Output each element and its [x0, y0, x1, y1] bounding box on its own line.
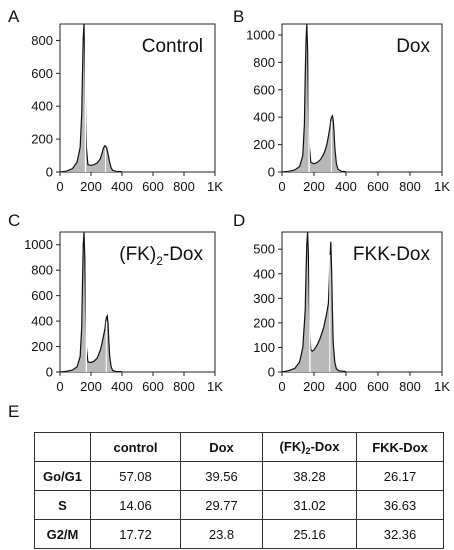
- plot-title-d: FKK-Dox: [353, 244, 431, 265]
- plot-title-b: Dox: [396, 36, 430, 57]
- table-header-dox: Dox: [180, 432, 263, 462]
- y-tick-label-d: 200: [253, 315, 275, 330]
- histogram-line-d: [281, 231, 347, 373]
- y-tick-label-b: 400: [253, 110, 275, 125]
- table-cell: 23.8: [180, 519, 263, 549]
- cell-cycle-table: control Dox (FK)2-Dox FKK-Dox Go/G1 57.0…: [34, 432, 444, 549]
- y-tick-label-a: 200: [31, 132, 53, 147]
- y-tick-label-d: 500: [253, 242, 275, 257]
- x-tick-label-c: 0: [56, 379, 63, 394]
- x-tick-label-b: 1K: [434, 179, 450, 194]
- y-tick-label-c: 400: [31, 314, 53, 329]
- x-tick-label-b: 200: [303, 179, 325, 194]
- row-label: G2/M: [34, 519, 91, 549]
- y-tick-label-a: 400: [31, 99, 53, 114]
- x-tick-label-d: 200: [303, 379, 325, 394]
- y-tick-label-c: 0: [46, 365, 53, 380]
- panel-label-b: B: [233, 7, 244, 26]
- table-row: G2/M 17.72 23.8 25.16 32.36: [34, 519, 444, 549]
- panel-label-c: C: [8, 211, 20, 230]
- table-cell: 17.72: [90, 519, 181, 549]
- y-tick-label-c: 1000: [24, 237, 53, 252]
- x-tick-label-a: 1K: [207, 179, 223, 194]
- table-cell: 57.08: [90, 461, 181, 491]
- y-tick-label-b: 0: [268, 165, 275, 180]
- table-cell: 29.77: [180, 490, 263, 520]
- y-tick-label-b: 800: [253, 55, 275, 70]
- histogram-line-a: [59, 23, 123, 173]
- y-tick-label-c: 800: [31, 263, 53, 278]
- x-tick-label-d: 600: [367, 379, 389, 394]
- histogram-line-c: [59, 231, 123, 373]
- x-tick-label-d: 0: [278, 379, 285, 394]
- table-cell: 38.28: [262, 461, 357, 491]
- table-header-fkk-dox: FKK-Dox: [356, 432, 444, 462]
- histogram-line-b: [281, 23, 347, 173]
- x-tick-label-d: 400: [335, 379, 357, 394]
- plot-title-c: (FK)2-Dox: [119, 244, 203, 268]
- table-cell: 25.16: [262, 519, 357, 549]
- table-header-row: control Dox (FK)2-Dox FKK-Dox: [34, 432, 444, 462]
- x-tick-label-b: 600: [367, 179, 389, 194]
- x-tick-label-a: 0: [56, 179, 63, 194]
- y-tick-label-a: 600: [31, 66, 53, 81]
- y-tick-label-a: 800: [31, 33, 53, 48]
- x-tick-label-a: 800: [173, 179, 195, 194]
- table-cell: 36.63: [356, 490, 444, 520]
- y-tick-label-d: 100: [253, 340, 275, 355]
- table-cell: 32.36: [356, 519, 444, 549]
- y-tick-label-a: 0: [46, 165, 53, 180]
- x-tick-label-c: 800: [173, 379, 195, 394]
- x-tick-label-c: 200: [80, 379, 102, 394]
- table-row: Go/G1 57.08 39.56 38.28 26.17: [34, 461, 444, 491]
- y-tick-label-b: 200: [253, 137, 275, 152]
- panel-label-e: E: [8, 402, 20, 421]
- x-tick-label-c: 600: [142, 379, 164, 394]
- x-tick-label-c: 1K: [207, 379, 223, 394]
- table-cell: 39.56: [180, 461, 263, 491]
- row-label: Go/G1: [34, 461, 91, 491]
- table-row: S 14.06 29.77 31.02 36.63: [34, 490, 444, 520]
- table-cell: 14.06: [90, 490, 181, 520]
- y-tick-label-d: 400: [253, 266, 275, 281]
- y-tick-label-c: 600: [31, 288, 53, 303]
- table-header-fk2-dox: (FK)2-Dox: [262, 432, 357, 462]
- x-tick-label-d: 800: [399, 379, 421, 394]
- y-tick-label-c: 200: [31, 339, 53, 354]
- y-tick-label-b: 600: [253, 82, 275, 97]
- panel-label-d: D: [233, 211, 245, 230]
- histogram-figure: A 0 200 400 600 800 1K 0 200 400 600 800 Control B 0 20…: [8, 7, 450, 394]
- x-tick-label-b: 400: [335, 179, 357, 194]
- table-cell: 26.17: [356, 461, 444, 491]
- panel-label-a: A: [8, 7, 20, 26]
- x-tick-label-b: 0: [278, 179, 285, 194]
- x-tick-label-a: 600: [142, 179, 164, 194]
- y-tick-label-d: 300: [253, 291, 275, 306]
- x-tick-label-c: 400: [111, 379, 133, 394]
- plot-title-a: Control: [142, 36, 203, 57]
- x-tick-label-a: 400: [111, 179, 133, 194]
- histogram-fill-b: [282, 24, 346, 172]
- x-tick-label-d: 1K: [434, 379, 450, 394]
- x-tick-label-a: 200: [80, 179, 102, 194]
- x-tick-label-b: 800: [399, 179, 421, 194]
- table-header-control: control: [90, 432, 181, 462]
- table-cell: 31.02: [262, 490, 357, 520]
- y-tick-label-d: 0: [268, 365, 275, 380]
- table-header-corner: [34, 432, 91, 462]
- y-tick-label-b: 1000: [246, 27, 275, 42]
- row-label: S: [34, 490, 91, 520]
